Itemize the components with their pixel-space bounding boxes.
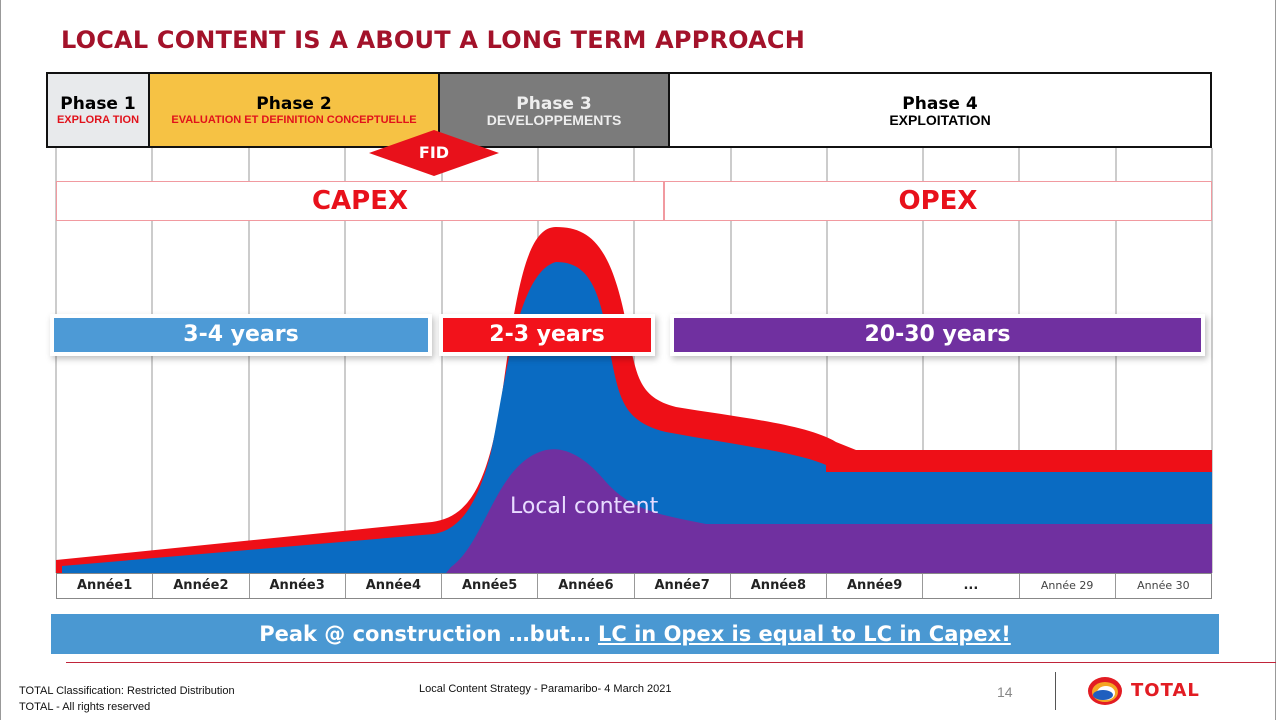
phase-2: Phase 2 EVALUATION ET DEFINITION CONCEPT… [150, 74, 440, 146]
duration-exploitation: 20-30 years [674, 318, 1201, 352]
phase-2-name: Phase 2 [256, 94, 332, 114]
year-label: Année 30 [1137, 579, 1190, 592]
banner-underlined: LC in Opex is equal to LC in Capex! [598, 622, 1011, 646]
local-content-label: Local content [510, 494, 659, 519]
phase-4-name: Phase 4 [902, 94, 978, 114]
fid-diamond-icon [369, 130, 499, 176]
year-label: Année5 [442, 574, 539, 598]
phase-header: Phase 1 EXPLORA TION Phase 2 EVALUATION … [46, 72, 1212, 148]
total-logo-text: TOTAL [1131, 680, 1200, 701]
phase-3: Phase 3 DEVELOPPEMENTS [440, 74, 670, 146]
phase-4: Phase 4 EXPLOITATION [670, 74, 1210, 146]
slide-title: LOCAL CONTENT IS A ABOUT A LONG TERM APP… [61, 26, 805, 54]
phase-1-name: Phase 1 [60, 94, 136, 114]
year-label: Année 29 [1020, 574, 1116, 598]
phase-1-sub: EXPLORA TION [56, 114, 140, 126]
phase-3-sub: DEVELOPPEMENTS [486, 112, 622, 128]
phase-1: Phase 1 EXPLORA TION [48, 74, 150, 146]
year-label: Année9 [827, 574, 924, 598]
classification-text: TOTAL Classification: Restricted Distrib… [19, 685, 235, 697]
year-label: Année8 [731, 574, 827, 598]
phase-2-sub: EVALUATION ET DEFINITION CONCEPTUELLE [171, 114, 417, 126]
duration-exploration: 3-4 years [54, 318, 428, 352]
local-content-area [446, 449, 1212, 573]
year-label: Année1 [57, 574, 154, 598]
total-spend-area [62, 262, 1212, 573]
footer-classification-block: TOTAL Classification: Restricted Distrib… [19, 683, 235, 715]
timeline-diagram: Phase 1 EXPLORA TION Phase 2 EVALUATION … [46, 72, 1214, 600]
footer-separator [1055, 672, 1056, 710]
banner-prefix: Peak @ construction …but… [259, 622, 598, 646]
total-logo-icon [1088, 677, 1122, 705]
key-message-banner: Peak @ construction …but… LC in Opex is … [51, 614, 1219, 654]
page-number: 14 [997, 684, 1013, 700]
capex-opex-row: CAPEX OPEX [56, 181, 1212, 221]
total-logo: TOTAL [1085, 674, 1215, 708]
duration-development: 2-3 years [443, 318, 651, 352]
years-axis: Année1 Année2 Année3 Année4 Année5 Année… [56, 573, 1212, 599]
year-label: ... [923, 574, 1020, 598]
phase-3-name: Phase 3 [516, 94, 592, 114]
year-label: Année3 [250, 574, 346, 598]
year-label: Année4 [346, 574, 442, 598]
fid-marker: FID [369, 130, 499, 176]
rights-text: TOTAL - All rights reserved [19, 701, 151, 713]
year-label: Année6 [538, 574, 635, 598]
phase-4-sub: EXPLOITATION [889, 112, 991, 128]
footer-divider [66, 662, 1276, 663]
year-label: Année2 [153, 574, 250, 598]
opex-label: OPEX [664, 181, 1212, 221]
fid-label: FID [418, 143, 450, 162]
capex-label: CAPEX [56, 181, 664, 221]
year-label: Année7 [635, 574, 731, 598]
footer-center-text: Local Content Strategy - Paramaribo- 4 M… [419, 683, 672, 695]
